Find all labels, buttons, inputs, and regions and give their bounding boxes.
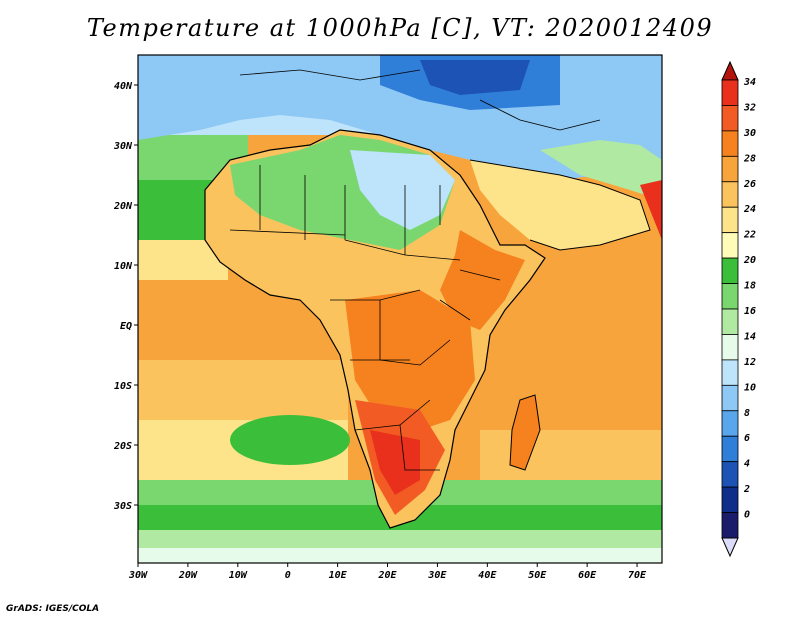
colorbar-swatch [721,435,739,463]
x-tick-label: 0 [285,570,291,581]
south-atlantic-cool-patch [230,415,350,465]
colorbar-label: 2 [743,484,750,495]
colorbar-label: 8 [744,408,750,419]
colorbar-swatch [721,410,739,437]
colorbar-over-triangle [721,60,739,81]
credit-label: GrADS: IGES/COLA [6,604,100,614]
colorbar-label: 0 [744,510,750,521]
kalahari-hottest-region [370,430,420,495]
map-plot-area [138,55,662,563]
turkey-coldest-region [420,60,530,95]
india-west-coast [640,180,662,240]
x-tick-label: 70E [628,570,647,581]
y-tick-label: 20S [113,441,132,452]
colorbar-swatch [721,334,739,361]
iran-region [540,140,662,200]
colorbar-label: 30 [743,128,756,139]
colorbar-swatch [721,308,739,335]
y-tick-label: 10N [114,261,133,272]
colorbar-label: 4 [744,459,750,470]
colorbar-label: 6 [744,433,750,444]
colorbar-swatch [721,359,739,386]
colorbar-swatch [721,79,739,106]
y-axis: 40N 30N 20N 10N EQ 10S 20S 30S [113,81,138,512]
colorbar-swatch [721,155,739,183]
colorbar-label: 22 [743,230,756,241]
south-atlantic-band [138,360,348,420]
x-tick-label: 20W [178,570,198,581]
colorbar-swatch [721,257,739,284]
x-tick-label: 60E [578,570,597,581]
arabia-coastline [469,159,651,251]
indian-ocean-band [480,430,662,480]
x-tick-label: 30E [427,570,447,581]
y-tick-label: 10S [114,381,132,392]
colorbar-swatch [721,384,739,412]
libya-egypt-region [350,150,455,230]
east-africa-warm-region [440,230,525,330]
colorbar-swatch [721,486,739,513]
colorbar-label: 14 [744,331,756,342]
colorbar-swatch [721,130,739,157]
colorbar-swatch [721,105,739,132]
x-tick-label: 10W [229,570,248,581]
colorbar-label: 18 [744,281,756,292]
south-ocean-band [138,530,662,550]
map-title: Temperature at 1000hPa [C], VT: 20200124… [86,14,714,42]
colorbar-label: 16 [744,306,756,317]
y-tick-label: 40N [114,81,133,92]
colorbar-label: 20 [743,255,756,266]
colorbar-label: 26 [743,179,756,190]
colorbar-label: 24 [743,204,756,215]
x-tick-label: 20E [377,570,397,581]
south-ocean-band [138,548,662,563]
x-tick-label: 10E [329,570,348,581]
x-tick-label: 30W [128,570,148,581]
x-tick-label: 40E [478,570,497,581]
colorbar-swatch [721,232,739,259]
colorbar-swatch [721,181,739,208]
colorbar-swatch [721,206,739,234]
y-tick-label: 30S [113,501,132,512]
colorbar-swatch [721,512,739,539]
y-tick-label: EQ [120,321,132,332]
country-borders [229,69,601,471]
colorbar-label: 34 [743,77,756,88]
y-tick-label: 20N [113,201,133,212]
colorbar-swatch [721,461,739,488]
x-tick-label: 50E [528,570,547,581]
colorbar-label: 10 [744,382,756,393]
x-axis: 30W 20W 10W 0 10E 20E 30E 40E 50E 60E 70E [128,563,647,581]
colorbar-under-triangle [721,537,739,558]
madagascar [509,394,541,471]
arabia-region [470,160,650,250]
colorbar-label: 12 [744,357,756,368]
africa-coastline [204,129,546,529]
colorbar-label: 32 [743,102,756,113]
colorbar-swatch [721,283,739,310]
plot-frame [137,54,663,564]
y-tick-label: 30N [113,141,133,152]
colorbar-label: 28 [743,153,756,164]
